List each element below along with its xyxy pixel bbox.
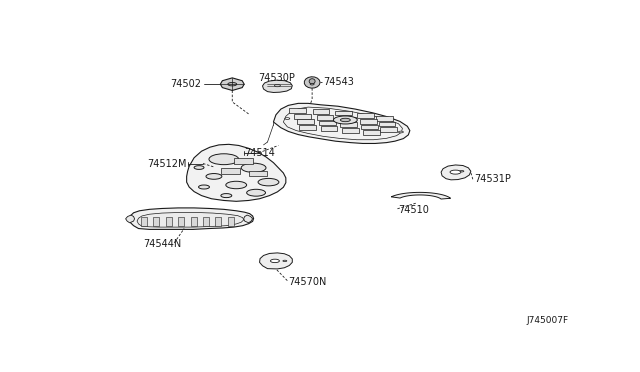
Bar bbox=[221, 169, 240, 173]
Bar bbox=[317, 115, 333, 120]
Bar bbox=[154, 217, 159, 226]
Polygon shape bbox=[273, 103, 410, 144]
Bar bbox=[340, 122, 357, 127]
Ellipse shape bbox=[209, 154, 239, 165]
Bar bbox=[248, 171, 268, 176]
Ellipse shape bbox=[241, 163, 266, 172]
Ellipse shape bbox=[198, 185, 209, 189]
Bar bbox=[228, 217, 234, 226]
Ellipse shape bbox=[340, 118, 350, 122]
Ellipse shape bbox=[310, 83, 314, 85]
Ellipse shape bbox=[226, 181, 246, 189]
Bar bbox=[361, 125, 378, 129]
Text: 74544N: 74544N bbox=[143, 239, 182, 249]
Bar bbox=[289, 108, 306, 113]
Bar bbox=[379, 122, 396, 126]
Ellipse shape bbox=[283, 260, 287, 262]
Bar bbox=[216, 217, 221, 226]
Polygon shape bbox=[305, 77, 320, 88]
Polygon shape bbox=[244, 215, 253, 223]
Ellipse shape bbox=[206, 173, 222, 179]
Polygon shape bbox=[220, 78, 244, 90]
Ellipse shape bbox=[275, 84, 280, 87]
Polygon shape bbox=[187, 144, 286, 201]
Bar bbox=[319, 121, 336, 125]
Bar bbox=[342, 128, 359, 132]
Text: 74570N: 74570N bbox=[288, 278, 326, 288]
Ellipse shape bbox=[399, 131, 403, 133]
Bar bbox=[203, 217, 209, 226]
Bar bbox=[376, 116, 393, 121]
Bar bbox=[335, 111, 352, 115]
Ellipse shape bbox=[285, 118, 290, 119]
Ellipse shape bbox=[228, 83, 237, 86]
Bar bbox=[312, 109, 330, 114]
Text: 74531P: 74531P bbox=[474, 174, 511, 184]
Bar bbox=[321, 126, 337, 131]
Polygon shape bbox=[391, 192, 451, 199]
Bar bbox=[234, 158, 253, 164]
Ellipse shape bbox=[309, 79, 315, 84]
Text: 74510: 74510 bbox=[399, 205, 429, 215]
Ellipse shape bbox=[194, 166, 204, 169]
Polygon shape bbox=[262, 80, 292, 93]
Ellipse shape bbox=[450, 170, 461, 174]
Ellipse shape bbox=[460, 170, 464, 172]
Text: 74514: 74514 bbox=[244, 148, 276, 158]
Bar bbox=[360, 119, 376, 124]
Polygon shape bbox=[284, 107, 403, 140]
Text: J745007F: J745007F bbox=[527, 316, 568, 325]
Text: 74512M: 74512M bbox=[147, 158, 187, 169]
Polygon shape bbox=[441, 165, 471, 180]
Bar bbox=[363, 130, 380, 135]
Bar bbox=[297, 119, 314, 124]
Text: 74502: 74502 bbox=[170, 79, 202, 89]
Ellipse shape bbox=[271, 259, 280, 263]
Polygon shape bbox=[137, 212, 244, 227]
Ellipse shape bbox=[333, 116, 357, 124]
Polygon shape bbox=[129, 208, 253, 230]
Bar bbox=[294, 114, 311, 119]
Polygon shape bbox=[260, 253, 292, 269]
Text: 74543: 74543 bbox=[323, 77, 354, 87]
Bar bbox=[191, 217, 196, 226]
Bar bbox=[339, 117, 356, 121]
Bar bbox=[166, 217, 172, 226]
Bar bbox=[178, 217, 184, 226]
Bar bbox=[300, 125, 316, 130]
Bar bbox=[380, 127, 397, 132]
Ellipse shape bbox=[246, 189, 266, 196]
Ellipse shape bbox=[221, 193, 232, 198]
Ellipse shape bbox=[258, 179, 279, 186]
Bar bbox=[141, 217, 147, 226]
Bar bbox=[357, 113, 374, 118]
Text: 74530P: 74530P bbox=[259, 73, 296, 83]
Polygon shape bbox=[125, 215, 134, 223]
